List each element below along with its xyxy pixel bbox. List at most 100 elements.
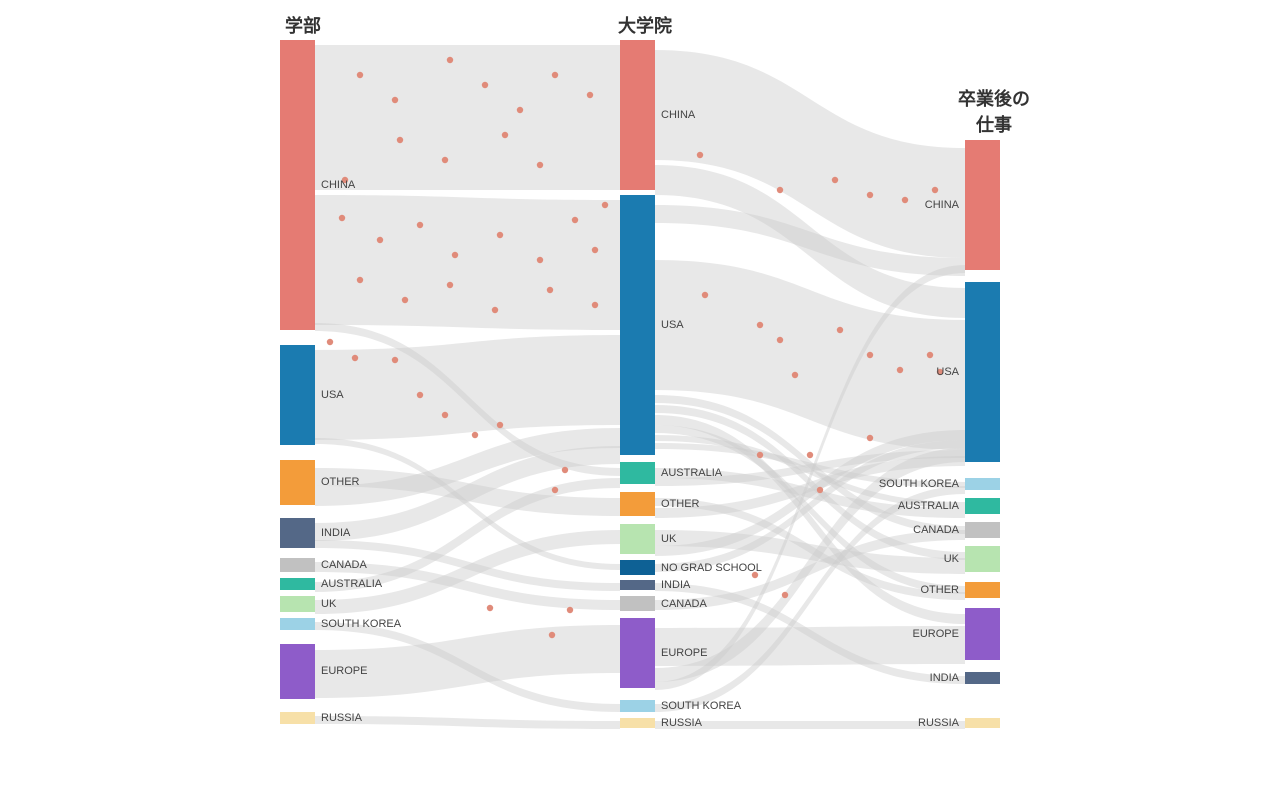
- node-label-undergrad-europe: EUROPE: [321, 665, 367, 677]
- particle-dot: [567, 607, 573, 613]
- link-undergrad-USA-to-grad-USA: [315, 335, 620, 440]
- particle-dot: [442, 412, 448, 418]
- particle-dot: [547, 287, 553, 293]
- node-label-undergrad-canada: CANADA: [321, 559, 367, 571]
- node-grad-south_korea[interactable]: [620, 700, 655, 712]
- particle-dot: [792, 372, 798, 378]
- node-work-south_korea[interactable]: [965, 478, 1000, 490]
- node-grad-usa[interactable]: [620, 195, 655, 455]
- particle-dot: [932, 187, 938, 193]
- particle-dot: [902, 197, 908, 203]
- link-undergrad-AUSTRALIA-to-grad-AUSTRALIA: [315, 478, 620, 592]
- node-undergrad-canada[interactable]: [280, 558, 315, 572]
- node-label-work-russia: RUSSIA: [918, 717, 959, 729]
- particle-dot: [782, 592, 788, 598]
- particle-dot: [492, 307, 498, 313]
- node-label-work-india: INDIA: [930, 672, 959, 684]
- particle-dot: [549, 632, 555, 638]
- link-undergrad-CHINA-to-grad-USA: [315, 195, 620, 330]
- node-label-undergrad-australia: AUSTRALIA: [321, 578, 382, 590]
- particle-dot: [377, 237, 383, 243]
- stage-title-work: 卒業後の 仕事: [958, 85, 1030, 137]
- node-undergrad-south_korea[interactable]: [280, 618, 315, 630]
- particle-dot: [832, 177, 838, 183]
- node-work-china[interactable]: [965, 140, 1000, 270]
- node-label-grad-australia: AUSTRALIA: [661, 467, 722, 479]
- link-grad-USA-to-work-CANADA: [655, 395, 965, 534]
- node-undergrad-usa[interactable]: [280, 345, 315, 445]
- node-undergrad-australia[interactable]: [280, 578, 315, 590]
- node-undergrad-europe[interactable]: [280, 644, 315, 699]
- link-undergrad-EUROPE-to-grad-EUROPE: [315, 625, 620, 698]
- node-work-australia[interactable]: [965, 498, 1000, 514]
- particle-dot: [602, 202, 608, 208]
- node-work-india[interactable]: [965, 672, 1000, 684]
- particle-dot: [397, 137, 403, 143]
- node-grad-uk[interactable]: [620, 524, 655, 554]
- link-grad-OTHER-to-work-OTHER: [655, 498, 965, 600]
- link-undergrad-UK-to-grad-UK: [315, 530, 620, 614]
- node-label-grad-canada: CANADA: [661, 598, 707, 610]
- node-grad-other[interactable]: [620, 492, 655, 516]
- node-label-work-australia: AUSTRALIA: [898, 500, 959, 512]
- particle-dot: [502, 132, 508, 138]
- node-grad-china[interactable]: [620, 40, 655, 190]
- particle-dot: [562, 467, 568, 473]
- particle-dot: [352, 355, 358, 361]
- particle-dot: [327, 339, 333, 345]
- node-grad-canada[interactable]: [620, 596, 655, 611]
- node-undergrad-uk[interactable]: [280, 596, 315, 612]
- particle-dot: [452, 252, 458, 258]
- particle-dot: [392, 357, 398, 363]
- link-grad-CHINA-to-work-CHINA: [655, 50, 965, 258]
- node-work-russia[interactable]: [965, 718, 1000, 728]
- node-label-work-canada: CANADA: [913, 524, 959, 536]
- particle-dot: [447, 282, 453, 288]
- stage-title-grad: 大学院: [618, 12, 672, 38]
- node-work-canada[interactable]: [965, 522, 1000, 538]
- node-undergrad-india[interactable]: [280, 518, 315, 548]
- particle-dot: [867, 352, 873, 358]
- particle-dot: [592, 302, 598, 308]
- node-label-work-uk: UK: [944, 553, 959, 565]
- node-label-work-europe: EUROPE: [913, 628, 959, 640]
- node-undergrad-russia[interactable]: [280, 712, 315, 724]
- node-label-grad-europe: EUROPE: [661, 647, 707, 659]
- particle-dot: [702, 292, 708, 298]
- node-label-undergrad-south_korea: SOUTH KOREA: [321, 618, 401, 630]
- node-label-work-other: OTHER: [921, 584, 960, 596]
- node-grad-india[interactable]: [620, 580, 655, 590]
- node-work-europe[interactable]: [965, 608, 1000, 660]
- link-undergrad-OTHER-to-grad-USA: [315, 428, 620, 506]
- particle-dot: [357, 72, 363, 78]
- node-grad-russia[interactable]: [620, 718, 655, 728]
- link-undergrad-OTHER-to-grad-OTHER: [315, 468, 620, 516]
- link-grad-USA-to-work-USA: [655, 260, 965, 450]
- node-work-usa[interactable]: [965, 282, 1000, 462]
- particle-dot: [537, 162, 543, 168]
- node-grad-no_grad_school[interactable]: [620, 560, 655, 575]
- node-label-undergrad-other: OTHER: [321, 476, 360, 488]
- node-label-grad-china: CHINA: [661, 109, 695, 121]
- node-label-undergrad-china: CHINA: [321, 179, 355, 191]
- node-label-grad-usa: USA: [661, 319, 684, 331]
- node-label-undergrad-usa: USA: [321, 389, 344, 401]
- link-grad-UK-to-work-USA: [655, 430, 965, 556]
- particle-dot: [357, 277, 363, 283]
- node-grad-australia[interactable]: [620, 462, 655, 484]
- particle-dot: [592, 247, 598, 253]
- particle-dot: [402, 297, 408, 303]
- particle-dot: [807, 452, 813, 458]
- node-work-uk[interactable]: [965, 546, 1000, 572]
- node-undergrad-other[interactable]: [280, 460, 315, 505]
- particle-dot: [867, 192, 873, 198]
- particle-dot: [817, 487, 823, 493]
- node-undergrad-china[interactable]: [280, 40, 315, 330]
- node-work-other[interactable]: [965, 582, 1000, 598]
- node-label-grad-uk: UK: [661, 533, 676, 545]
- stage-title-undergrad: 学部: [285, 12, 321, 38]
- particle-dot: [487, 605, 493, 611]
- node-grad-europe[interactable]: [620, 618, 655, 688]
- node-label-grad-south_korea: SOUTH KOREA: [661, 700, 741, 712]
- node-label-work-china: CHINA: [925, 199, 959, 211]
